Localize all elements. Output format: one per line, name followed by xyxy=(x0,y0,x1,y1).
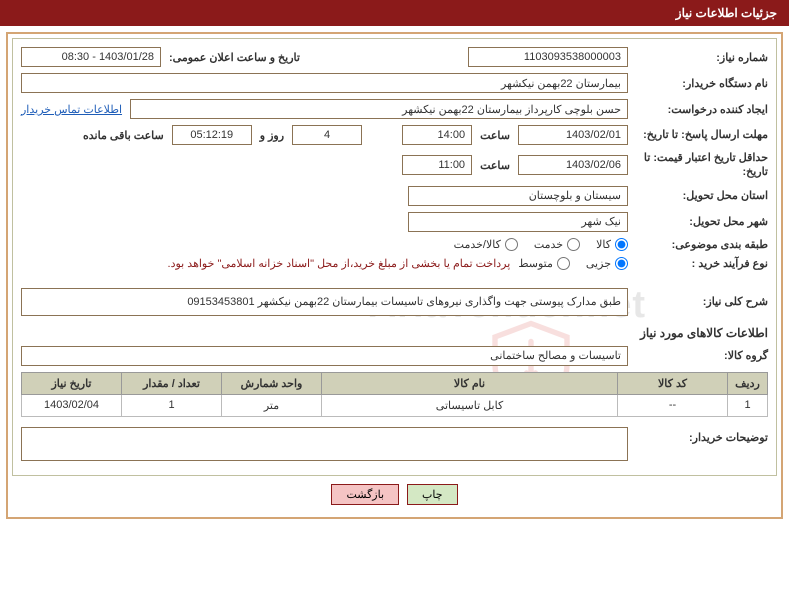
need-desc-label: شرح کلی نیاز: xyxy=(628,295,768,308)
requester-value: حسن بلوچی کارپرداز بیمارستان 22بهمن نیکش… xyxy=(130,99,628,119)
response-deadline-time: 14:00 xyxy=(402,125,472,145)
remaining-label: ساعت باقی مانده xyxy=(75,129,172,142)
buyer-notes-label: توضیحات خریدار: xyxy=(628,427,768,444)
button-row: چاپ بازگشت xyxy=(12,476,777,513)
th-qty: تعداد / مقدار xyxy=(122,372,222,394)
back-button[interactable]: بازگشت xyxy=(331,484,399,505)
purchase-type-label: نوع فرآیند خرید : xyxy=(628,257,768,270)
response-deadline-label: مهلت ارسال پاسخ: تا تاریخ: xyxy=(628,128,768,142)
price-validity-time: 11:00 xyxy=(402,155,472,175)
purchase-medium-radio[interactable] xyxy=(557,257,570,270)
category-label: طبقه بندی موضوعی: xyxy=(628,238,768,251)
th-date: تاریخ نیاز xyxy=(22,372,122,394)
category-service-option[interactable]: خدمت xyxy=(534,238,580,251)
need-number-label: شماره نیاز: xyxy=(628,51,768,64)
category-goods-service-label: کالا/خدمت xyxy=(454,238,501,251)
buyer-contact-link[interactable]: اطلاعات تماس خریدار xyxy=(21,103,122,116)
price-validity-label: حداقل تاریخ اعتبار قیمت: تا تاریخ: xyxy=(628,151,768,180)
category-goods-option[interactable]: کالا xyxy=(596,238,628,251)
goods-group-label: گروه کالا: xyxy=(628,349,768,362)
delivery-city-value: نیک شهر xyxy=(408,212,628,232)
outer-frame: AriaTender.net شماره نیاز: 1103093538000… xyxy=(6,32,783,519)
table-header-row: ردیف کد کالا نام کالا واحد شمارش تعداد /… xyxy=(22,372,768,394)
category-service-label: خدمت xyxy=(534,238,563,251)
page-title: جزئیات اطلاعات نیاز xyxy=(676,6,777,20)
response-deadline-date: 1403/02/01 xyxy=(518,125,628,145)
need-desc-value: طبق مدارک پیوستی جهت واگذاری نیروهای تاس… xyxy=(21,288,628,316)
category-radio-group: کالا خدمت کالا/خدمت xyxy=(454,238,628,251)
th-name: نام کالا xyxy=(322,372,618,394)
purchase-type-radio-group: جزیی متوسط xyxy=(518,257,628,270)
inner-frame: AriaTender.net شماره نیاز: 1103093538000… xyxy=(12,38,777,476)
goods-info-title: اطلاعات کالاهای مورد نیاز xyxy=(21,326,768,340)
time-remaining: 05:12:19 xyxy=(172,125,252,145)
category-service-radio[interactable] xyxy=(567,238,580,251)
announce-datetime-value: 1403/01/28 - 08:30 xyxy=(21,47,161,67)
cell-code: -- xyxy=(618,394,728,416)
th-unit: واحد شمارش xyxy=(222,372,322,394)
category-goods-service-radio[interactable] xyxy=(505,238,518,251)
goods-table: ردیف کد کالا نام کالا واحد شمارش تعداد /… xyxy=(21,372,768,417)
price-validity-date: 1403/02/06 xyxy=(518,155,628,175)
cell-row: 1 xyxy=(728,394,768,416)
time-label-2: ساعت xyxy=(472,159,518,172)
th-row: ردیف xyxy=(728,372,768,394)
purchase-partial-option[interactable]: جزیی xyxy=(586,257,628,270)
cell-name: کابل تاسیساتی xyxy=(322,394,618,416)
time-label-1: ساعت xyxy=(472,129,518,142)
print-button[interactable]: چاپ xyxy=(407,484,458,505)
announce-datetime-label: تاریخ و ساعت اعلان عمومی: xyxy=(161,51,308,64)
category-goods-service-option[interactable]: کالا/خدمت xyxy=(454,238,518,251)
need-number-value: 1103093538000003 xyxy=(468,47,628,67)
delivery-province-label: استان محل تحویل: xyxy=(628,189,768,202)
th-code: کد کالا xyxy=(618,372,728,394)
goods-group-value: تاسیسات و مصالح ساختمانی xyxy=(21,346,628,366)
buyer-org-label: نام دستگاه خریدار: xyxy=(628,77,768,90)
purchase-medium-label: متوسط xyxy=(518,257,553,270)
table-row: 1 -- کابل تاسیساتی متر 1 1403/02/04 xyxy=(22,394,768,416)
page-header: جزئیات اطلاعات نیاز xyxy=(0,0,789,26)
cell-unit: متر xyxy=(222,394,322,416)
purchase-partial-radio[interactable] xyxy=(615,257,628,270)
buyer-notes-field xyxy=(21,427,628,461)
delivery-province-value: سیستان و بلوچستان xyxy=(408,186,628,206)
purchase-partial-label: جزیی xyxy=(586,257,611,270)
cell-date: 1403/02/04 xyxy=(22,394,122,416)
purchase-medium-option[interactable]: متوسط xyxy=(518,257,570,270)
requester-label: ایجاد کننده درخواست: xyxy=(628,103,768,116)
payment-note: پرداخت تمام یا بخشی از مبلغ خرید،از محل … xyxy=(168,257,511,270)
delivery-city-label: شهر محل تحویل: xyxy=(628,215,768,228)
days-and-label: روز و xyxy=(252,129,292,142)
category-goods-radio[interactable] xyxy=(615,238,628,251)
days-remaining: 4 xyxy=(292,125,362,145)
category-goods-label: کالا xyxy=(596,238,611,251)
buyer-org-value: بیمارستان 22بهمن نیکشهر xyxy=(21,73,628,93)
cell-qty: 1 xyxy=(122,394,222,416)
